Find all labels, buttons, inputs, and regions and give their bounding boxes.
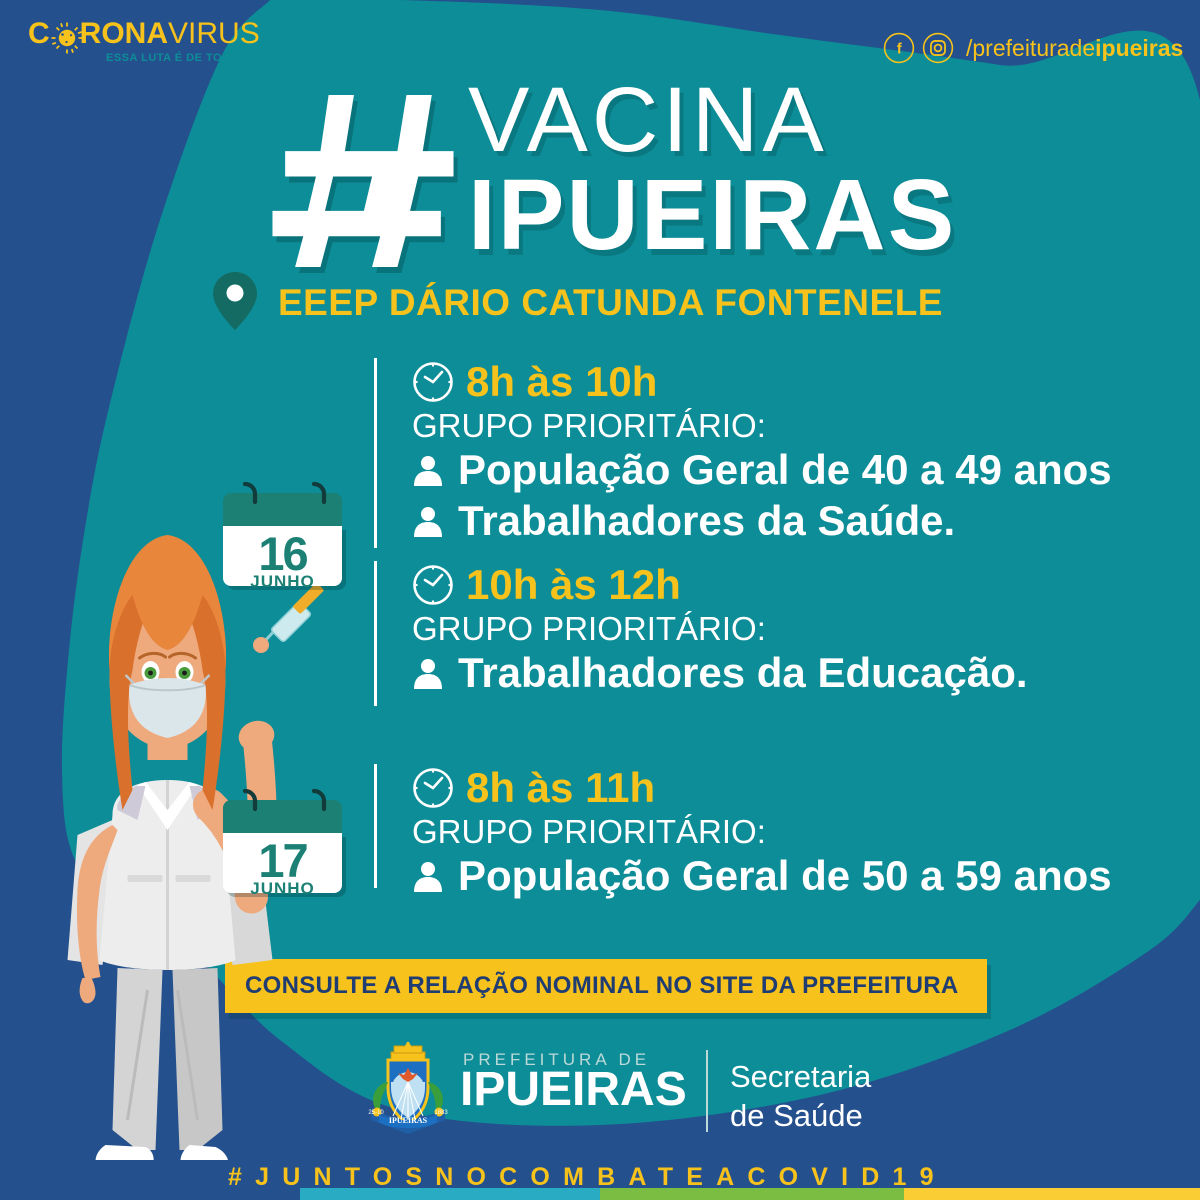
svg-text:IPUEIRAS: IPUEIRAS	[389, 1116, 428, 1125]
svg-text:25-10: 25-10	[368, 1110, 384, 1116]
svg-text:f: f	[897, 41, 903, 58]
svg-text:1883: 1883	[434, 1110, 448, 1116]
